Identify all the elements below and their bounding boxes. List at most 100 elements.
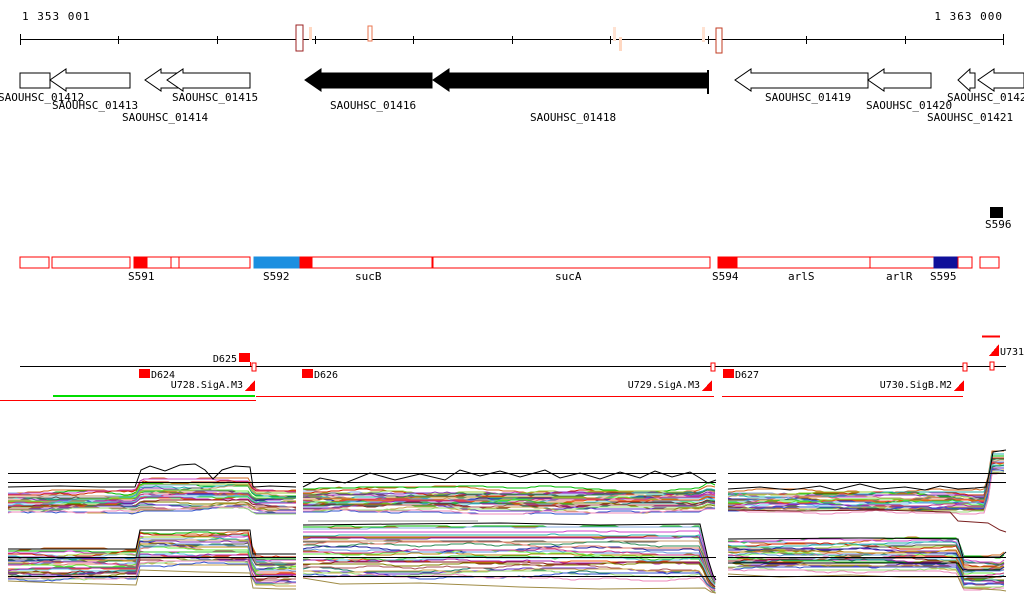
expression-trace [728,455,1004,498]
gene-arrow-SAOUHSC_01418[interactable] [432,68,708,92]
expression-trace [8,490,297,504]
outlier-right-flat-black-trace [728,562,1000,571]
flag-U729.SigA.M3[interactable] [702,380,712,391]
outlier-lower-top-trace-a [8,529,296,555]
segment-box-13[interactable] [933,256,959,269]
segment-marker-S596[interactable] [990,207,1003,218]
gene-arrow-SAOUHSC_01422[interactable] [977,68,1024,92]
expression-trace [303,533,716,583]
segment-box-15[interactable] [979,256,1000,269]
outlier-upper-max-trace-c [727,449,1007,491]
segment-box-11[interactable] [736,256,871,269]
expression-trace [303,493,716,502]
gene-arrow-SAOUHSC_01413[interactable] [49,68,131,92]
gene-arrow-SAOUHSC_01415[interactable] [166,68,251,92]
segment-box-1[interactable] [51,256,131,269]
flag-U728.SigA.M3[interactable] [245,380,255,391]
segment-box-7[interactable] [299,256,313,269]
marker-label-D627: D627 [735,370,759,381]
gene-arrow-SAOUHSC_01416[interactable] [304,68,433,92]
ruler-start-coordinate: 1 353 001 [22,10,91,23]
expression-trace [8,503,296,510]
ruler-variant-mark[interactable] [367,25,373,42]
gene-label-SAOUHSC_01416: SAOUHSC_01416 [330,99,416,112]
segment-box-6[interactable] [253,256,301,269]
outlier-right-low-maroon-trace [727,509,1007,533]
ruler-variant-mark[interactable] [619,37,622,51]
flag-tick-U730.SigB.M2 [962,362,968,372]
flag-U731[interactable] [989,344,999,356]
outlier-lower-bottom-trace-b [302,577,717,594]
flag-tick-U728.SigA.M3 [251,362,257,372]
segment-box-5[interactable] [178,256,251,269]
marker-label-D624: D624 [151,370,175,381]
expression-trace [8,506,296,515]
expression-trace [728,453,1004,498]
expression-trace [728,566,1005,586]
gene-label-SAOUHSC_01422: SAOUHSC_01422 [947,91,1024,104]
expression-trace [303,541,716,585]
segment-track: S591 S592 sucB sucA S594 arlS arlR S595 S596 [19,207,1012,283]
segment-box-14[interactable] [957,256,973,269]
flag-U730.SigB.M2[interactable] [954,380,964,391]
expression-trace [8,477,296,494]
expression-trace [302,541,716,588]
annotation-underline-3 [722,396,963,397]
gene-arrow-SAOUHSC_01420[interactable] [867,68,932,92]
ruler-variant-mark[interactable] [295,24,304,52]
expression-trace [728,458,1004,499]
segment-box-3[interactable] [146,256,172,269]
segment-box-8[interactable] [311,256,433,269]
marker-D626[interactable] [302,369,313,378]
flag-label-U730.SigB.M2: U730.SigB.M2 [880,380,952,391]
flag-label-U728.SigA.M3: U728.SigA.M3 [171,380,243,391]
plot-reference-lines [8,473,1006,577]
marker-label-D626: D626 [314,370,338,381]
gene-arrow-SAOUHSC_01421[interactable] [957,67,976,93]
annotation-track: D624 D625 D626 D627 U728.SigA.M3 U729.SigA.M3… [0,335,1024,401]
segment-box-2[interactable] [133,256,148,269]
segment-box-0[interactable] [19,256,50,269]
segment-box-12[interactable] [869,256,935,269]
segment-marker-label-S596: S596 [985,218,1012,231]
gene-label-SAOUHSC_01419: SAOUHSC_01419 [765,91,851,104]
segment-box-9[interactable] [432,256,711,269]
expression-trace [8,531,296,560]
marker-D625[interactable] [239,353,250,362]
expression-trace [8,478,296,495]
ruler-variant-mark[interactable] [613,27,616,41]
expression-trace [7,553,296,577]
marker-D624[interactable] [139,369,150,378]
segment-label-sucB: sucB [355,270,382,283]
segment-label-S591: S591 [128,270,155,283]
expression-trace [7,506,296,514]
outlier-lower-top-trace-c [727,537,1007,558]
ruler-variant-mark[interactable] [715,27,723,54]
expression-trace [303,548,716,590]
expression-trace [303,500,715,510]
segment-box-10[interactable] [717,256,738,269]
segment-label-S595: S595 [930,270,957,283]
annotation-underline-2 [256,396,714,397]
expression-trace [303,562,716,590]
outlier-lower-bottom-trace-a [7,569,296,590]
flag-tick-U731 [989,361,995,371]
segment-box-4[interactable] [170,256,180,269]
expression-trace [303,501,716,510]
expression-trace [303,530,716,582]
expression-trace [7,499,297,509]
expression-trace [303,555,716,588]
expression-trace [728,558,1004,582]
expression-trace [728,547,1005,572]
ruler-variant-mark[interactable] [309,27,312,40]
outlier-lower-top-trace-b [302,522,717,581]
expression-trace [728,549,1005,568]
gene-arrow-SAOUHSC_01412[interactable] [19,72,51,89]
expression-trace [303,560,716,588]
ruler-variant-mark[interactable] [702,27,705,42]
marker-D627[interactable] [723,369,734,378]
gene-arrow-SAOUHSC_01419[interactable] [734,68,869,92]
flag-label-U731: U731 [1000,347,1024,358]
ruler-end-coordinate: 1 363 000 [934,10,1003,23]
